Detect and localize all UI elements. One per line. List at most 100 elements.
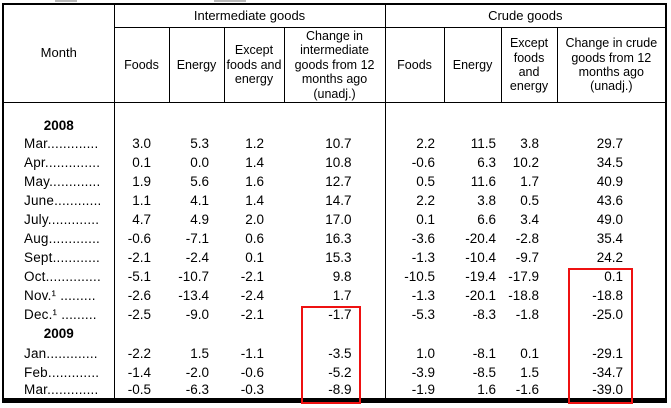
cropped-text-artifact xyxy=(55,0,77,2)
value-cell: 9.8 xyxy=(284,266,386,286)
table-row: Oct.............. -5.1 -10.7 -2.1 9.8 -10.5 -1… xyxy=(3,266,666,286)
value-cell: 34.5 xyxy=(596,154,624,170)
value-cell xyxy=(557,103,666,134)
value-cell: 2.2 xyxy=(416,135,436,151)
value-cell: -6.3 xyxy=(185,382,209,398)
value-cell: -39.0 xyxy=(592,382,624,398)
value-cell: -3.5 xyxy=(284,343,386,363)
table-row: July............. 4.7 4.9 2.0 17.0 0.1 6.6 3.4 4… xyxy=(3,209,666,229)
value-cell: 10.2 xyxy=(512,154,540,170)
value-cell: -0.5 xyxy=(127,382,151,398)
value-cell: -34.7 xyxy=(592,364,624,380)
value-cell xyxy=(385,103,444,134)
value-cell: -10.5 xyxy=(404,268,436,284)
value-cell: -1.6 xyxy=(515,382,540,398)
value-cell xyxy=(557,324,666,344)
value-cell xyxy=(444,103,501,134)
value-cell: -10.7 xyxy=(178,268,209,284)
value-cell: -18.8 xyxy=(592,287,624,303)
value-cell: -1.3 xyxy=(411,287,436,303)
month-row-label: May............. xyxy=(3,171,115,191)
month-row-label: Sept............ xyxy=(3,247,115,267)
col-header-crude-foods: Foods xyxy=(384,27,445,103)
value-cell: -0.6 xyxy=(127,230,151,246)
col-header-int-foods: Foods xyxy=(113,27,170,103)
value-cell: 12.7 xyxy=(284,171,386,191)
month-row-label: Apr.............. xyxy=(3,152,115,172)
month-row-label: Mar............. xyxy=(3,133,115,153)
value-cell: 10.7 xyxy=(284,133,386,153)
value-cell: 40.9 xyxy=(596,173,624,189)
value-cell: 1.9 xyxy=(132,173,151,189)
value-cell: 3.4 xyxy=(520,211,540,227)
value-cell: -9.7 xyxy=(515,249,540,265)
value-cell: 1.6 xyxy=(245,173,264,189)
year-row: 2008 xyxy=(3,102,666,134)
value-cell: 0.5 xyxy=(416,173,436,189)
value-cell: -1.9 xyxy=(411,382,436,398)
value-cell: 15.3 xyxy=(284,247,386,267)
value-cell: 1.6 xyxy=(477,382,497,398)
value-cell: 6.6 xyxy=(477,211,497,227)
col-header-int-energy: Energy xyxy=(168,27,225,103)
value-cell: 4.1 xyxy=(190,192,209,208)
value-cell: -20.4 xyxy=(465,230,497,246)
value-cell: 1.5 xyxy=(190,345,209,361)
value-cell: -1.4 xyxy=(127,364,151,380)
value-cell: -29.1 xyxy=(592,345,624,361)
month-row-label: July............. xyxy=(3,209,115,229)
value-cell: -25.0 xyxy=(592,306,624,322)
value-cell: -1.3 xyxy=(411,249,436,265)
value-cell: -0.3 xyxy=(240,382,264,398)
table-row: Nov.¹ ......... -2.6 -13.4 -2.4 1.7 -1.3 -20.1… xyxy=(3,285,666,305)
table-row: Aug............. -0.6 -7.1 0.6 16.3 -3.6 -20.4… xyxy=(3,228,666,248)
value-cell xyxy=(284,102,386,134)
year-row-label: 2008 xyxy=(3,102,115,134)
value-cell: -1.7 xyxy=(284,304,386,324)
intermediate-goods-group-header: Intermediate goods xyxy=(113,3,386,28)
value-cell: -1.1 xyxy=(240,345,264,361)
value-cell: -7.1 xyxy=(185,230,209,246)
col-header-int-except: Except foods and energy xyxy=(223,27,285,103)
value-cell: 0.1 xyxy=(416,211,436,227)
month-row-label: Oct.............. xyxy=(3,266,115,286)
value-cell xyxy=(224,103,284,134)
value-cell: 43.6 xyxy=(596,192,624,208)
month-row-label: Feb............. xyxy=(3,362,115,382)
value-cell: -20.1 xyxy=(465,287,497,303)
value-cell: -19.4 xyxy=(465,268,497,284)
value-cell: 3.8 xyxy=(520,135,540,151)
value-cell: -0.6 xyxy=(411,154,436,170)
value-cell: 5.3 xyxy=(190,135,209,151)
value-cell: 1.4 xyxy=(245,192,264,208)
value-cell: 35.4 xyxy=(596,230,624,246)
value-cell xyxy=(169,324,224,344)
month-row-label: Mar............. xyxy=(3,381,115,401)
value-cell: 0.1 xyxy=(132,154,151,170)
col-header-crude-except: Except foods and energy xyxy=(500,27,558,103)
month-row-label: Nov.¹ ......... xyxy=(3,285,115,305)
value-cell xyxy=(385,324,444,344)
value-cell: 0.0 xyxy=(190,154,209,170)
table-row: Feb............. -1.4 -2.0 -0.6 -5.2 -3.9 -8.5… xyxy=(3,362,666,382)
value-cell: -2.4 xyxy=(240,287,264,303)
value-cell: -18.8 xyxy=(508,287,540,303)
value-cell: 4.9 xyxy=(190,211,209,227)
table-row: June............ 1.1 4.1 1.4 14.7 2.2 3.8 0.5 43… xyxy=(3,190,666,210)
value-cell: 24.2 xyxy=(596,249,624,265)
value-cell: -8.9 xyxy=(284,381,386,401)
value-cell: 5.6 xyxy=(190,173,209,189)
value-cell: 0.6 xyxy=(245,230,264,246)
value-cell: -5.1 xyxy=(127,268,151,284)
value-cell: -8.5 xyxy=(472,364,497,380)
value-cell: -2.5 xyxy=(127,306,151,322)
year-row-label: 2009 xyxy=(3,323,115,344)
value-cell: 1.2 xyxy=(245,135,264,151)
value-cell xyxy=(224,324,284,344)
price-index-table: Month Intermediate goods Crude goods Foo… xyxy=(2,3,668,403)
value-cell: -13.4 xyxy=(178,287,209,303)
month-row-label: Aug............. xyxy=(3,228,115,248)
value-cell: 2.2 xyxy=(416,192,436,208)
value-cell: 0.1 xyxy=(520,345,540,361)
value-cell: -2.1 xyxy=(240,268,264,284)
